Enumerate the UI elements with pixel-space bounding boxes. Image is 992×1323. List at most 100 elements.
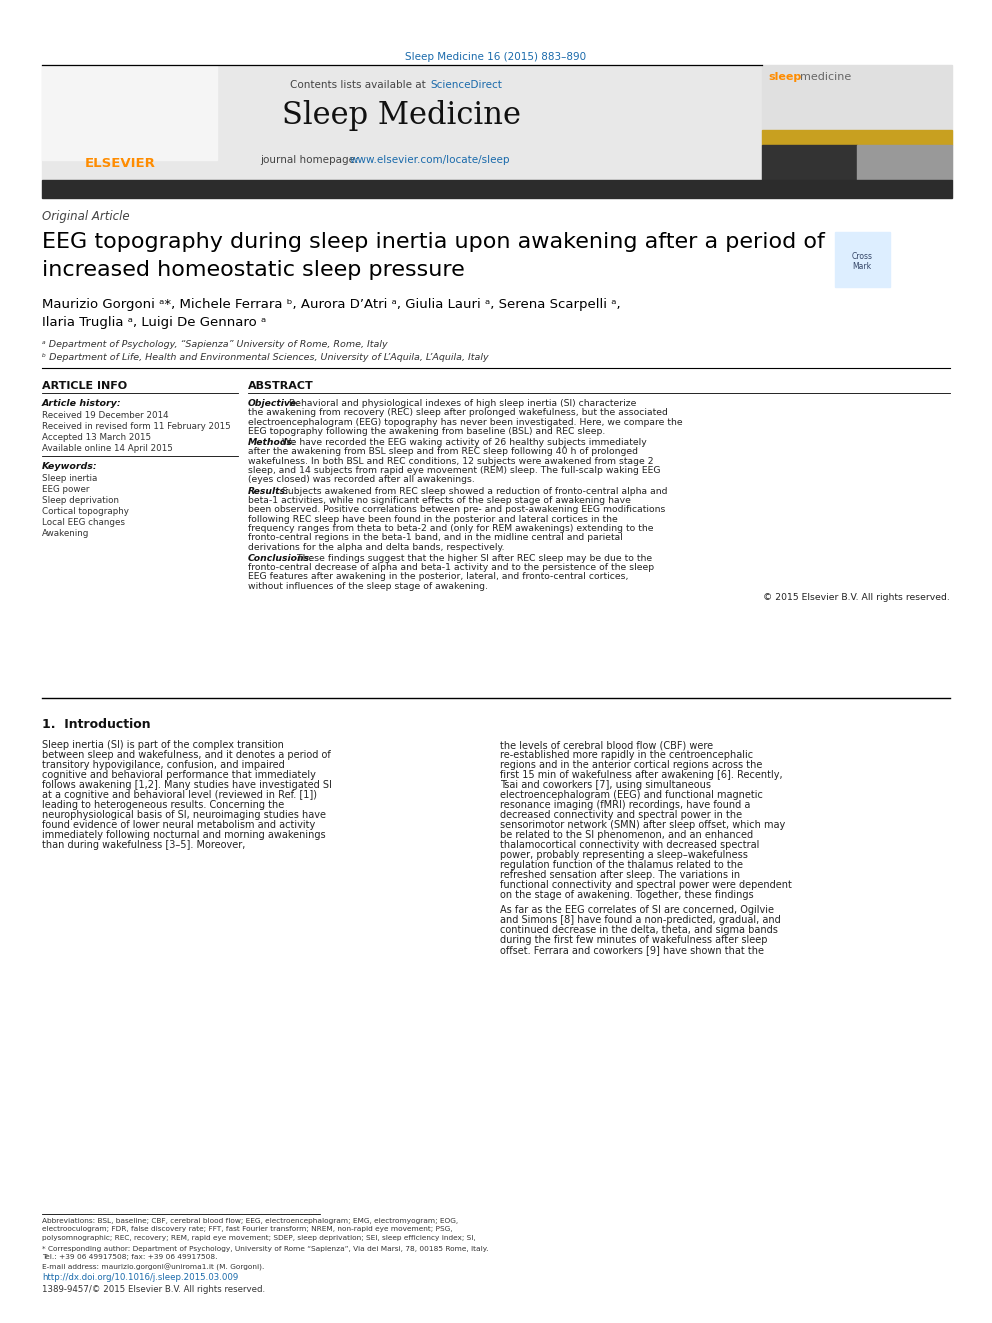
Text: Objective:: Objective: [248, 400, 301, 407]
Text: the levels of cerebral blood flow (CBF) were: the levels of cerebral blood flow (CBF) … [500, 740, 713, 750]
Text: Sleep Medicine 16 (2015) 883–890: Sleep Medicine 16 (2015) 883–890 [406, 52, 586, 62]
Bar [835, 232, 890, 287]
Text: Article history:: Article history: [42, 400, 122, 407]
Text: Abbreviations: BSL, baseline; CBF, cerebral blood flow; EEG, electroencephalogra: Abbreviations: BSL, baseline; CBF, cereb… [42, 1218, 458, 1224]
Text: Methods:: Methods: [248, 438, 297, 447]
Text: at a cognitive and behavioral level (reviewed in Ref. [1]): at a cognitive and behavioral level (rev… [42, 790, 317, 800]
Text: first 15 min of wakefulness after awakening [6]. Recently,: first 15 min of wakefulness after awaken… [500, 770, 783, 781]
Text: frequency ranges from theta to beta-2 and (only for REM awakenings) extending to: frequency ranges from theta to beta-2 an… [248, 524, 654, 533]
Text: We have recorded the EEG waking activity of 26 healthy subjects immediately: We have recorded the EEG waking activity… [279, 438, 647, 447]
Text: Tel.: +39 06 49917508; fax: +39 06 49917508.: Tel.: +39 06 49917508; fax: +39 06 49917… [42, 1254, 217, 1259]
Text: and Simons [8] have found a non-predicted, gradual, and: and Simons [8] have found a non-predicte… [500, 916, 781, 925]
Text: Local EEG changes: Local EEG changes [42, 519, 125, 527]
Text: than during wakefulness [3–5]. Moreover,: than during wakefulness [3–5]. Moreover, [42, 840, 245, 849]
Text: functional connectivity and spectral power were dependent: functional connectivity and spectral pow… [500, 880, 792, 890]
Text: electroencephalogram (EEG) topography has never been investigated. Here, we comp: electroencephalogram (EEG) topography ha… [248, 418, 682, 426]
Text: leading to heterogeneous results. Concerning the: leading to heterogeneous results. Concer… [42, 800, 285, 810]
Text: offset. Ferrara and coworkers [9] have shown that the: offset. Ferrara and coworkers [9] have s… [500, 945, 764, 955]
Text: Cortical topography: Cortical topography [42, 507, 129, 516]
Bar [762, 146, 857, 180]
Text: following REC sleep have been found in the posterior and lateral cortices in the: following REC sleep have been found in t… [248, 515, 618, 524]
Text: ARTICLE INFO: ARTICLE INFO [42, 381, 127, 392]
Text: fronto-central decrease of alpha and beta-1 activity and to the persistence of t: fronto-central decrease of alpha and bet… [248, 564, 654, 572]
Text: power, probably representing a sleep–wakefulness: power, probably representing a sleep–wak… [500, 849, 748, 860]
Bar [42, 65, 217, 160]
Text: sensorimotor network (SMN) after sleep offset, which may: sensorimotor network (SMN) after sleep o… [500, 820, 786, 830]
Text: Ilaria Truglia ᵃ, Luigi De Gennaro ᵃ: Ilaria Truglia ᵃ, Luigi De Gennaro ᵃ [42, 316, 266, 329]
Text: As far as the EEG correlates of SI are concerned, Ogilvie: As far as the EEG correlates of SI are c… [500, 905, 774, 916]
Text: journal homepage:: journal homepage: [260, 155, 362, 165]
Text: on the stage of awakening. Together, these findings: on the stage of awakening. Together, the… [500, 890, 754, 900]
Text: derivations for the alpha and delta bands, respectively.: derivations for the alpha and delta band… [248, 542, 505, 552]
Text: Tsai and coworkers [7], using simultaneous: Tsai and coworkers [7], using simultaneo… [500, 781, 711, 790]
Text: Subjects awakened from REC sleep showed a reduction of fronto-central alpha and: Subjects awakened from REC sleep showed … [279, 487, 668, 496]
Text: medicine: medicine [800, 71, 851, 82]
Text: E-mail address: maurizio.gorgoni@uniroma1.it (M. Gorgoni).: E-mail address: maurizio.gorgoni@uniroma… [42, 1263, 265, 1271]
Text: 1.  Introduction: 1. Introduction [42, 718, 151, 732]
Text: during the first few minutes of wakefulness after sleep: during the first few minutes of wakefuln… [500, 935, 768, 945]
Text: Contents lists available at: Contents lists available at [290, 79, 429, 90]
Text: immediately following nocturnal and morning awakenings: immediately following nocturnal and morn… [42, 830, 325, 840]
Bar [42, 65, 762, 180]
Text: without influences of the sleep stage of awakening.: without influences of the sleep stage of… [248, 582, 488, 590]
Text: polysomnographic; REC, recovery; REM, rapid eye movement; SDEP, sleep deprivatio: polysomnographic; REC, recovery; REM, ra… [42, 1234, 475, 1241]
Text: Behavioral and physiological indexes of high sleep inertia (SI) characterize: Behavioral and physiological indexes of … [287, 400, 637, 407]
Text: Results:: Results: [248, 487, 290, 496]
Text: electroencephalogram (EEG) and functional magnetic: electroencephalogram (EEG) and functiona… [500, 790, 763, 800]
Text: fronto-central regions in the beta-1 band, and in the midline central and pariet: fronto-central regions in the beta-1 ban… [248, 533, 623, 542]
Text: Maurizio Gorgoni ᵃ*, Michele Ferrara ᵇ, Aurora D’Atri ᵃ, Giulia Lauri ᵃ, Serena : Maurizio Gorgoni ᵃ*, Michele Ferrara ᵇ, … [42, 298, 621, 311]
Text: Received 19 December 2014: Received 19 December 2014 [42, 411, 169, 419]
Text: neurophysiological basis of SI, neuroimaging studies have: neurophysiological basis of SI, neuroima… [42, 810, 326, 820]
Bar [762, 65, 952, 180]
Text: sleep, and 14 subjects from rapid eye movement (REM) sleep. The full-scalp wakin: sleep, and 14 subjects from rapid eye mo… [248, 466, 661, 475]
Text: Sleep inertia (SI) is part of the complex transition: Sleep inertia (SI) is part of the comple… [42, 740, 284, 750]
Bar [857, 146, 952, 180]
Text: refreshed sensation after sleep. The variations in: refreshed sensation after sleep. The var… [500, 871, 740, 880]
Text: found evidence of lower neural metabolism and activity: found evidence of lower neural metabolis… [42, 820, 315, 830]
Text: Sleep inertia: Sleep inertia [42, 474, 97, 483]
Text: EEG power: EEG power [42, 486, 89, 493]
Text: decreased connectivity and spectral power in the: decreased connectivity and spectral powe… [500, 810, 742, 820]
Text: Accepted 13 March 2015: Accepted 13 March 2015 [42, 433, 151, 442]
Text: beta-1 activities, while no significant effects of the sleep stage of awakening : beta-1 activities, while no significant … [248, 496, 631, 505]
Text: follows awakening [1,2]. Many studies have investigated SI: follows awakening [1,2]. Many studies ha… [42, 781, 332, 790]
Text: Sleep Medicine: Sleep Medicine [282, 101, 521, 131]
Text: re-established more rapidly in the centroencephalic: re-established more rapidly in the centr… [500, 750, 753, 759]
Text: ᵇ Department of Life, Health and Environmental Sciences, University of L’Aquila,: ᵇ Department of Life, Health and Environ… [42, 353, 489, 363]
Text: regulation function of the thalamus related to the: regulation function of the thalamus rela… [500, 860, 743, 871]
Text: www.elsevier.com/locate/sleep: www.elsevier.com/locate/sleep [350, 155, 511, 165]
Text: thalamocortical connectivity with decreased spectral: thalamocortical connectivity with decrea… [500, 840, 759, 849]
Text: ABSTRACT: ABSTRACT [248, 381, 313, 392]
Text: (eyes closed) was recorded after all awakenings.: (eyes closed) was recorded after all awa… [248, 475, 475, 484]
Bar [42, 180, 952, 198]
Text: Keywords:: Keywords: [42, 462, 97, 471]
Text: wakefulness. In both BSL and REC conditions, 12 subjects were awakened from stag: wakefulness. In both BSL and REC conditi… [248, 456, 654, 466]
Text: Conclusions:: Conclusions: [248, 554, 313, 562]
Text: http://dx.doi.org/10.1016/j.sleep.2015.03.009: http://dx.doi.org/10.1016/j.sleep.2015.0… [42, 1274, 238, 1282]
Text: ᵃ Department of Psychology, “Sapienza” University of Rome, Rome, Italy: ᵃ Department of Psychology, “Sapienza” U… [42, 340, 388, 349]
Text: Awakening: Awakening [42, 529, 89, 538]
Text: ELSEVIER: ELSEVIER [84, 157, 156, 169]
Text: increased homeostatic sleep pressure: increased homeostatic sleep pressure [42, 261, 464, 280]
Text: Cross
Mark: Cross Mark [851, 251, 873, 271]
Text: between sleep and wakefulness, and it denotes a period of: between sleep and wakefulness, and it de… [42, 750, 330, 759]
Text: These findings suggest that the higher SI after REC sleep may be due to the: These findings suggest that the higher S… [295, 554, 653, 562]
Text: sleep: sleep [768, 71, 802, 82]
Text: resonance imaging (fMRI) recordings, have found a: resonance imaging (fMRI) recordings, hav… [500, 800, 750, 810]
Text: EEG features after awakening in the posterior, lateral, and fronto-central corti: EEG features after awakening in the post… [248, 573, 628, 581]
Text: 1389-9457/© 2015 Elsevier B.V. All rights reserved.: 1389-9457/© 2015 Elsevier B.V. All right… [42, 1285, 265, 1294]
Text: Received in revised form 11 February 2015: Received in revised form 11 February 201… [42, 422, 231, 431]
Text: be related to the SI phenomenon, and an enhanced: be related to the SI phenomenon, and an … [500, 830, 753, 840]
Text: EEG topography during sleep inertia upon awakening after a period of: EEG topography during sleep inertia upon… [42, 232, 825, 251]
Text: Available online 14 April 2015: Available online 14 April 2015 [42, 445, 173, 452]
Text: © 2015 Elsevier B.V. All rights reserved.: © 2015 Elsevier B.V. All rights reserved… [763, 593, 950, 602]
Text: transitory hypovigilance, confusion, and impaired: transitory hypovigilance, confusion, and… [42, 759, 285, 770]
Text: cognitive and behavioral performance that immediately: cognitive and behavioral performance tha… [42, 770, 315, 781]
Text: the awakening from recovery (REC) sleep after prolonged wakefulness, but the ass: the awakening from recovery (REC) sleep … [248, 409, 668, 417]
Text: Original Article: Original Article [42, 210, 130, 224]
Text: * Corresponding author: Department of Psychology, University of Rome “Sapienza”,: * Corresponding author: Department of Ps… [42, 1245, 488, 1252]
Text: after the awakening from BSL sleep and from REC sleep following 40 h of prolonge: after the awakening from BSL sleep and f… [248, 447, 638, 456]
Text: electrooculogram; FDR, false discovery rate; FFT, fast Fourier transform; NREM, : electrooculogram; FDR, false discovery r… [42, 1226, 452, 1233]
Text: been observed. Positive correlations between pre- and post-awakening EEG modific: been observed. Positive correlations bet… [248, 505, 666, 515]
Text: EEG topography following the awakening from baseline (BSL) and REC sleep.: EEG topography following the awakening f… [248, 427, 605, 435]
